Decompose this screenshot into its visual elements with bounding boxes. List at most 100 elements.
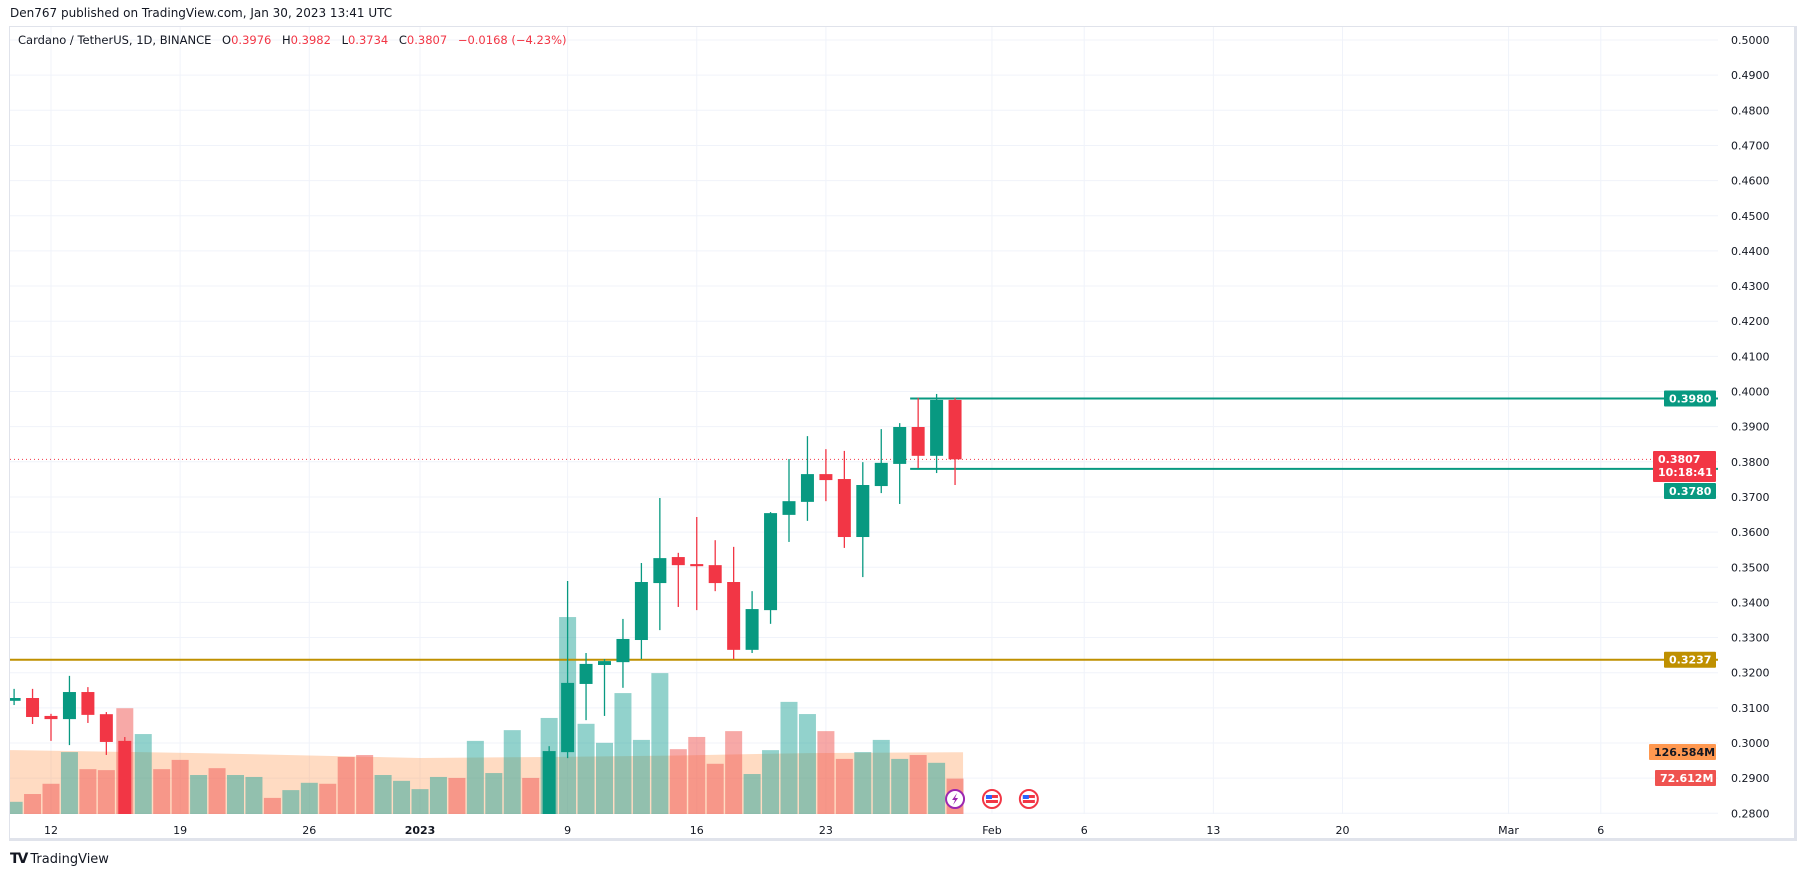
volume-ma-label-box — [1649, 744, 1716, 760]
candle-up[interactable] — [874, 462, 888, 487]
price-tick-label: 0.2900 — [1731, 772, 1770, 785]
publisher-line: Den767 published on TradingView.com, Jan… — [10, 6, 393, 20]
candle-up[interactable] — [800, 474, 814, 502]
volume-bar — [891, 758, 909, 814]
candle-up[interactable] — [745, 609, 759, 650]
volume-bar — [263, 797, 281, 814]
us-flag-icon[interactable] — [1018, 789, 1039, 809]
volume-bar — [153, 769, 171, 814]
candle-down[interactable] — [819, 474, 833, 481]
volume-bar — [356, 755, 374, 814]
volume-bar — [651, 673, 669, 814]
price-tick-label: 0.4500 — [1731, 210, 1770, 223]
price-tick-label: 0.3400 — [1731, 596, 1770, 609]
candle-up[interactable] — [653, 558, 667, 584]
volume-bar — [337, 756, 355, 814]
volume-bar — [485, 773, 503, 814]
range-price-label-box — [1664, 483, 1716, 499]
candle-down[interactable] — [837, 479, 851, 538]
lightning-icon[interactable] — [945, 789, 966, 809]
candle-down[interactable] — [81, 692, 95, 715]
candle-up[interactable] — [893, 427, 907, 464]
volume-bar — [282, 790, 300, 814]
volume-bar — [42, 783, 60, 814]
candle-up[interactable] — [579, 663, 593, 684]
volume-bar — [614, 693, 632, 814]
volume-bar — [743, 774, 761, 814]
volume-bar — [762, 750, 780, 814]
candle-up[interactable] — [561, 682, 575, 753]
time-tick-label: 26 — [302, 824, 316, 837]
price-tick-label: 0.3100 — [1731, 702, 1770, 715]
candle-down[interactable] — [708, 565, 722, 584]
candle-down[interactable] — [99, 714, 113, 742]
price-tick-label: 0.3700 — [1731, 491, 1770, 504]
volume-bar — [393, 780, 411, 814]
volume-bar — [854, 752, 872, 814]
volume-bar — [688, 736, 706, 814]
price-tick-label: 0.4300 — [1731, 280, 1770, 293]
volume-bar — [134, 734, 152, 814]
volume-bar — [503, 730, 521, 814]
price-tick-label: 0.3200 — [1731, 667, 1770, 680]
symbol-title[interactable]: Cardano / TetherUS, 1D, BINANCE — [18, 33, 212, 47]
candle-down[interactable] — [671, 557, 685, 566]
plot-area — [8, 393, 1718, 820]
candle-down[interactable] — [911, 427, 925, 456]
price-tick-label: 0.4800 — [1731, 104, 1770, 117]
volume-bar — [780, 701, 798, 814]
candle-up[interactable] — [616, 638, 630, 663]
volume-bar — [227, 775, 244, 814]
volume-bar — [411, 789, 429, 814]
candle-up[interactable] — [8, 698, 21, 701]
volume-bar — [24, 794, 42, 814]
candle-down[interactable] — [948, 399, 962, 460]
price-tick-label: 0.3000 — [1731, 737, 1770, 750]
time-tick-label: 6 — [1081, 824, 1088, 837]
volume-bar — [835, 758, 853, 814]
volume-bar — [97, 770, 115, 814]
volume-bar — [10, 801, 23, 814]
time-tick-label: Feb — [982, 824, 1001, 837]
time-tick-label: 2023 — [405, 824, 436, 837]
candle-up[interactable] — [856, 484, 870, 538]
price-tick-label: 0.4600 — [1731, 175, 1770, 188]
tradingview-brand: TradingView — [30, 851, 109, 867]
candle-up[interactable] — [598, 661, 611, 665]
volume-bar — [522, 777, 540, 814]
volume-bar — [577, 723, 595, 814]
candle-down[interactable] — [690, 564, 704, 567]
candle-up[interactable] — [542, 751, 556, 820]
volume-bar — [319, 783, 337, 814]
price-tick-label: 0.4700 — [1731, 139, 1770, 152]
support-price-label-text: 0.3237 — [1669, 654, 1711, 667]
candle-up[interactable] — [930, 399, 944, 456]
time-tick-label: 9 — [564, 824, 571, 837]
candle-down[interactable] — [26, 698, 40, 717]
candle-down[interactable] — [118, 740, 132, 820]
volume-bar — [171, 759, 189, 814]
us-flag-icon[interactable] — [981, 789, 1002, 809]
candle-up[interactable] — [634, 582, 648, 641]
volume-bar — [374, 775, 392, 814]
price-tick-label: 0.4200 — [1731, 315, 1770, 328]
price-tick-label: 0.3500 — [1731, 561, 1770, 574]
last-price-label-text: 10:18:41 — [1658, 466, 1713, 479]
time-tick-label: 16 — [690, 824, 704, 837]
time-tick-label: 20 — [1336, 824, 1350, 837]
flag-canton — [1022, 795, 1029, 799]
tradingview-logo[interactable]: TV TradingView — [10, 851, 109, 867]
price-tick-label: 0.3300 — [1731, 632, 1770, 645]
candle-down[interactable] — [44, 715, 58, 720]
close-value: 0.3807 — [406, 33, 448, 47]
lightning-icon-bolt — [952, 793, 959, 805]
candle-up[interactable] — [764, 513, 778, 611]
volume-bar — [448, 777, 466, 814]
open-value: 0.3976 — [231, 33, 272, 47]
candle-down[interactable] — [727, 582, 741, 650]
candle-up[interactable] — [782, 501, 796, 515]
volume-bar — [669, 749, 687, 814]
high-value: 0.3982 — [290, 33, 331, 47]
candle-up[interactable] — [62, 692, 76, 720]
